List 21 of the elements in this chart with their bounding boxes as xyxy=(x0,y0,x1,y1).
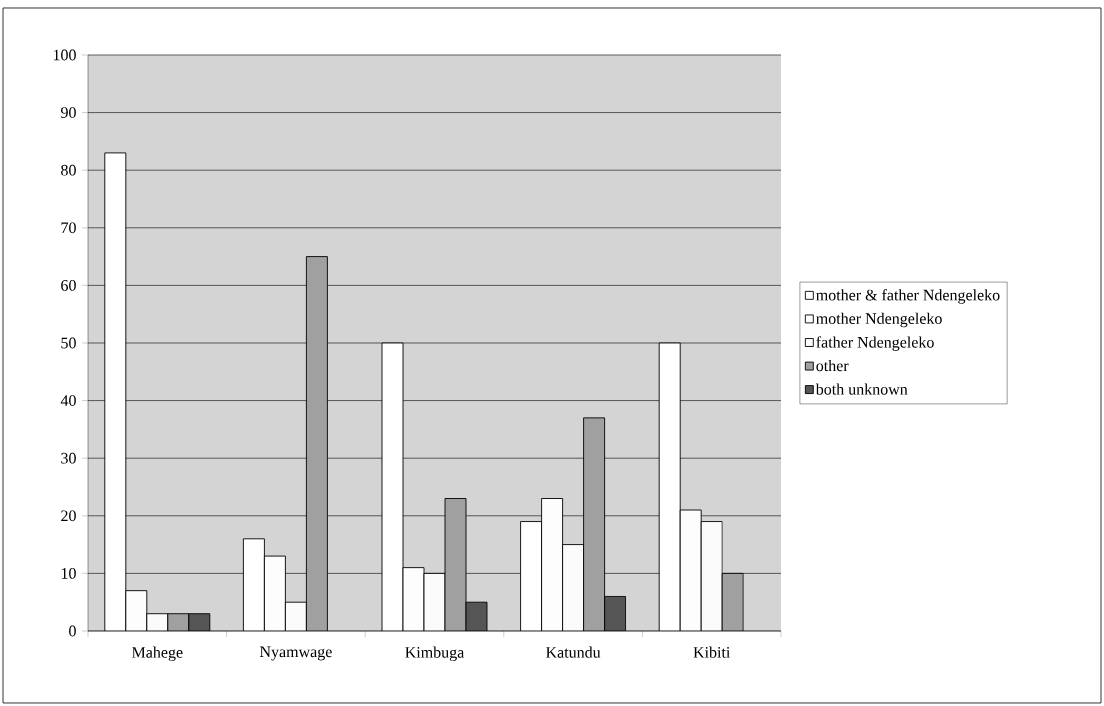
y-tick-label: 80 xyxy=(61,164,76,176)
x-tick-label: Mahege xyxy=(132,646,183,662)
y-tick-label: 90 xyxy=(60,107,76,118)
y-tick-label: 70 xyxy=(61,222,76,234)
y-tick-label: 0 xyxy=(69,625,76,637)
legend-label: mother Ndengeleko xyxy=(816,312,942,328)
x-tick-label: Kimbuga xyxy=(405,646,465,662)
y-tick-label: 60 xyxy=(61,280,76,291)
y-tick-label: 100 xyxy=(53,49,76,61)
y-tick-label: 10 xyxy=(61,567,76,579)
legend-label: other xyxy=(816,359,849,372)
legend-label: both unknown xyxy=(815,383,908,395)
y-tick-label: 20 xyxy=(61,510,76,522)
y-tick-label: 30 xyxy=(61,452,76,464)
y-tick-label: 40 xyxy=(60,395,76,406)
legend-label: mother & father Ndengeleko xyxy=(816,289,1000,304)
y-tick-label: 50 xyxy=(61,337,76,349)
legend-label: father Ndengeleko xyxy=(816,336,934,351)
x-tick-label: Katundu xyxy=(546,646,601,658)
x-tick-label: Nyamwage xyxy=(259,646,332,661)
x-tick-label: Kibiti xyxy=(693,646,731,658)
